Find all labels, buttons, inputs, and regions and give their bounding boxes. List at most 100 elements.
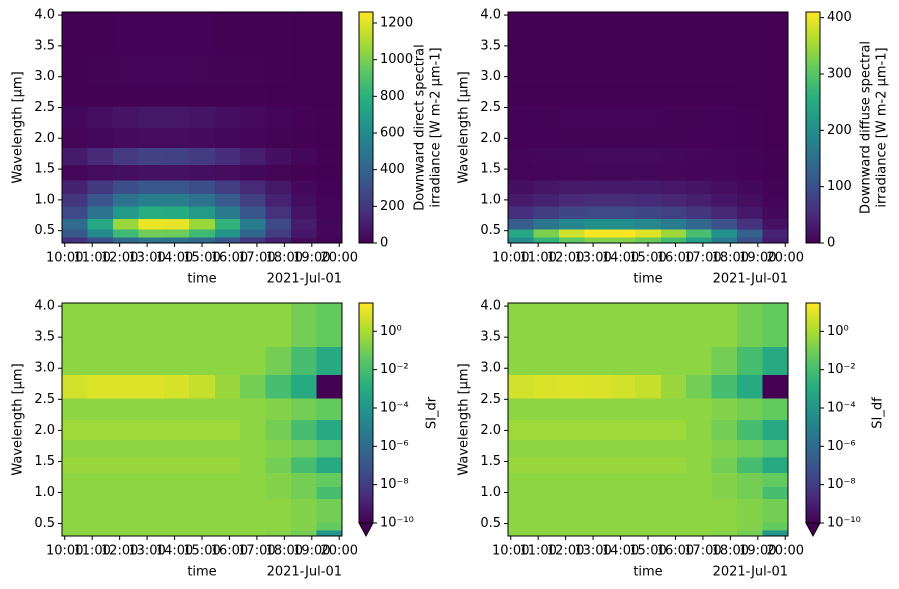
heatmap-cell <box>265 522 292 531</box>
heatmap-cell <box>558 346 585 375</box>
heatmap-cell <box>508 218 534 230</box>
heatmap-cell <box>112 439 139 458</box>
y-tick-label: 2.5 <box>480 392 501 407</box>
heatmap-cell <box>762 179 789 195</box>
heatmap-cell <box>265 206 292 219</box>
heatmap-cell <box>62 229 88 238</box>
heatmap-cell <box>163 164 190 181</box>
colorbar-tick-label: 10⁻¹⁰ <box>380 516 414 531</box>
heatmap-cell <box>214 303 241 347</box>
heatmap-cell <box>112 229 139 238</box>
heatmap-cells <box>508 303 789 537</box>
heatmap-cell <box>558 147 585 165</box>
heatmap-cell <box>138 164 165 181</box>
heatmap-cell <box>686 82 713 107</box>
heatmap-cell <box>711 346 738 375</box>
heatmap-cell <box>762 346 789 375</box>
heatmap-cell <box>62 55 88 84</box>
heatmap-cells <box>62 12 343 244</box>
heatmap-cell <box>214 236 241 244</box>
heatmap-cell <box>138 303 165 347</box>
heatmap-cell <box>635 472 662 487</box>
heatmap-cell <box>62 147 88 165</box>
heatmap-cell <box>240 498 267 512</box>
colorbar-frame <box>805 11 821 244</box>
heatmap-cell <box>87 147 114 165</box>
x-tick-label: 15:00 <box>629 251 666 266</box>
heatmap-cell <box>112 486 139 500</box>
heatmap-cell <box>214 419 241 441</box>
colorbar <box>806 12 820 243</box>
heatmap-cell <box>584 82 611 107</box>
heatmap-cell <box>737 486 764 500</box>
heatmap-cell <box>240 303 267 347</box>
heatmap-cell <box>87 486 114 500</box>
heatmap-cell <box>762 127 789 149</box>
heatmap-cell <box>138 522 165 531</box>
heatmap-cell <box>609 127 636 149</box>
heatmap-cell <box>62 472 88 487</box>
heatmap-cell <box>762 12 789 56</box>
heatmap-cell <box>686 206 713 219</box>
heatmap-cell <box>240 236 267 244</box>
heatmap-cell <box>240 456 267 473</box>
colorbar <box>359 303 373 523</box>
y-tick-label: 4.0 <box>480 299 501 314</box>
x-tick-label: 11:00 <box>73 544 110 559</box>
heatmap-cell <box>240 218 267 230</box>
heatmap-cell <box>291 303 318 347</box>
x-axis-label: time <box>633 565 662 580</box>
heatmap-cell <box>316 105 343 128</box>
heatmap-cell <box>163 147 190 165</box>
heatmap-cell <box>163 303 190 347</box>
heatmap-cell <box>660 419 687 441</box>
heatmap-cell <box>737 55 764 84</box>
heatmap-cell <box>686 105 713 128</box>
heatmap-cell <box>87 346 114 375</box>
heatmap-cell <box>508 486 534 500</box>
heatmap-cell <box>660 82 687 107</box>
heatmap-cell <box>291 236 318 244</box>
heatmap-cell <box>660 193 687 207</box>
colorbar-tick-label: 10⁻² <box>380 362 409 377</box>
heatmap-cell <box>62 374 88 399</box>
y-tick-label: 3.0 <box>480 69 501 84</box>
heatmap-cell <box>240 397 267 420</box>
heatmap-cell <box>737 439 764 458</box>
heatmap-cell <box>189 218 216 230</box>
heatmap-cell <box>265 486 292 500</box>
heatmap-cell <box>558 511 585 523</box>
heatmap-cell <box>163 346 190 375</box>
colorbar-tick-label: 0 <box>380 236 388 251</box>
heatmap-cell <box>635 456 662 473</box>
heatmap-cell <box>558 179 585 195</box>
heatmap-cell <box>558 522 585 531</box>
y-tick-label: 2.0 <box>34 131 55 146</box>
heatmap-cell <box>584 456 611 473</box>
heatmap-cell <box>87 55 114 84</box>
heatmap-cell <box>138 218 165 230</box>
heatmap-cell <box>635 229 662 238</box>
heatmap-cell <box>265 82 292 107</box>
heatmap-cell <box>584 346 611 375</box>
heatmap-cell <box>189 439 216 458</box>
heatmap-cell <box>316 193 343 207</box>
colorbar-tick-label: 10⁻⁴ <box>380 400 409 415</box>
x-tick-label: 19:00 <box>739 251 776 266</box>
heatmap-cell <box>265 127 292 149</box>
heatmap-cell <box>762 164 789 181</box>
heatmap-cell <box>240 127 267 149</box>
heatmap-cell <box>291 164 318 181</box>
x-tick-label: 15:00 <box>183 251 220 266</box>
heatmap-cell <box>138 419 165 441</box>
heatmap-cell <box>138 12 165 56</box>
heatmap-cell <box>737 303 764 347</box>
heatmap-cell <box>291 486 318 500</box>
heatmap-cell <box>62 522 88 531</box>
heatmap-cell <box>558 439 585 458</box>
heatmap-cell <box>112 236 139 244</box>
heatmap-cell <box>762 498 789 512</box>
heatmap-cell <box>138 397 165 420</box>
heatmap-cell <box>558 303 585 347</box>
heatmap-cell <box>62 346 88 375</box>
